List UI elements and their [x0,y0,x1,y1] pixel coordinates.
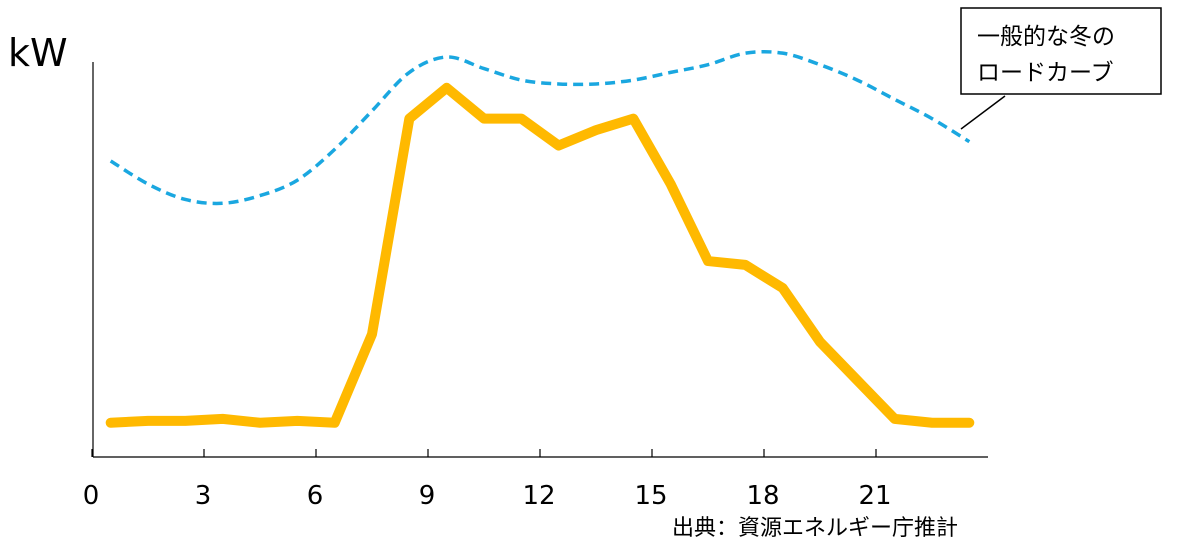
series-0-point-1 [147,183,149,185]
series-0-point-13 [595,83,597,85]
series-0-point-10 [483,68,485,70]
series-0-point-4 [259,195,261,197]
x-tick-label-4: 12 [522,481,555,511]
series-1-point-3 [222,418,224,420]
series-0-point-3 [222,202,224,204]
series-0-point-6 [334,148,336,150]
series-1-point-5 [296,420,298,422]
annotation: 一般的な冬の ロードカーブ [960,7,1162,130]
series-0-point-9 [446,56,448,58]
series-load [105,82,975,428]
x-tick-label-2: 6 [307,481,324,511]
series-1-point-7 [371,333,373,335]
series-0-point-8 [408,71,410,73]
series-1-point-6 [334,422,336,424]
series-0-point-22 [931,118,933,120]
y-axis-label: kW [8,31,68,75]
x-tick-label-5: 15 [634,481,667,511]
series-0-point-21 [894,98,896,100]
series-1-point-21 [894,418,896,420]
x-tick-label-7: 21 [858,481,891,511]
annotation-box [960,7,1162,95]
series-0-point-20 [856,79,858,81]
series-0-point-0 [110,160,112,162]
series-1-point-2 [184,420,186,422]
series-0-point-5 [296,179,298,181]
x-tick-labels: 0 3 6 9 12 15 18 21 [83,481,892,511]
series-1-point-13 [595,129,597,131]
series-1-point-16 [707,260,709,262]
x-tick-label-1: 3 [195,481,212,511]
series-1-point-8 [408,118,410,120]
series-0-point-15 [670,71,672,73]
series-0-point-23 [968,141,970,143]
series-1-point-22 [931,422,933,424]
series-1-point-0 [110,422,112,424]
annotation-line-1: 一般的な冬の [977,24,1115,50]
series-1-point-15 [670,183,672,185]
series-1-point-23 [968,422,970,424]
series-0-point-11 [520,79,522,81]
series-0-point-2 [184,198,186,200]
source-note: 出典：資源エネルギー庁推計 [672,516,958,541]
annotation-line-2: ロードカーブ [977,60,1114,86]
series-0-point-12 [558,83,560,85]
series-0-point-18 [782,52,784,54]
series-0-point-19 [819,64,821,66]
series-1-point-9 [446,87,448,89]
series-1-point-12 [558,145,560,147]
x-tick-label-0: 0 [83,481,100,511]
series-1-point-19 [819,341,821,343]
series-1-point-18 [782,287,784,289]
series-1-point-1 [147,420,149,422]
series-0-point-14 [632,79,634,81]
series-1-point-10 [483,118,485,120]
series-1-point-11 [520,118,522,120]
series-0-point-17 [744,52,746,54]
series-0-point-16 [707,64,709,66]
x-tick-label-6: 18 [746,481,779,511]
series-0-point-7 [371,110,373,112]
x-tick-label-3: 9 [419,481,436,511]
series-1-point-20 [856,379,858,381]
x-ticks [91,449,877,457]
series-1-point-17 [744,264,746,266]
series-1-point-14 [632,118,634,120]
series-1-point-4 [259,422,261,424]
annotation-leader-line [960,95,1006,130]
